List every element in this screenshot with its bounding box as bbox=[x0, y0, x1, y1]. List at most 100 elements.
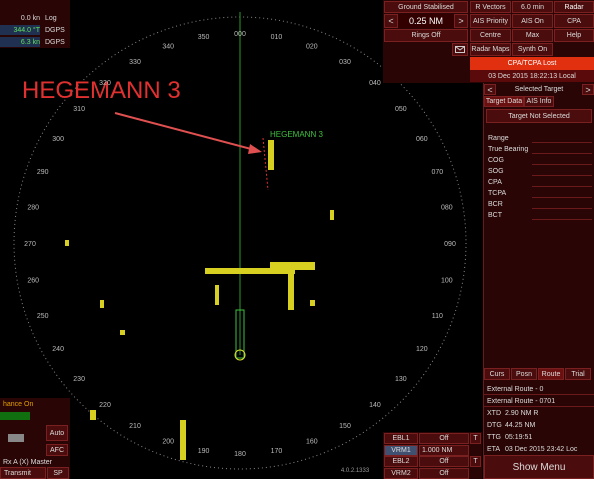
bearing-label: 290 bbox=[37, 169, 49, 176]
auto[interactable]: Auto bbox=[46, 425, 68, 441]
show-menu[interactable]: Show Menu bbox=[484, 455, 594, 479]
ais-priority[interactable]: AIS Priority bbox=[470, 14, 511, 28]
bearing-label: 170 bbox=[271, 448, 283, 455]
ebl-vrm-name: EBL1 bbox=[384, 433, 418, 444]
own-ship-position bbox=[234, 349, 246, 361]
bearing-label: 110 bbox=[432, 313, 443, 320]
ebl-vrm-name: EBL2 bbox=[384, 456, 418, 467]
ais-info-tab[interactable]: AIS Info bbox=[524, 96, 554, 107]
mode[interactable]: Radar bbox=[554, 1, 594, 13]
field-value bbox=[532, 133, 592, 143]
datetime: 03 Dec 2015 18:22:13 Local bbox=[470, 70, 594, 82]
field-label: SOG bbox=[488, 167, 504, 175]
ebl-vrm-value: Off bbox=[419, 467, 469, 479]
log-speed: 0.0 kn bbox=[20, 14, 40, 22]
prev-target[interactable]: < bbox=[484, 84, 496, 95]
field-value bbox=[532, 155, 592, 165]
radar-maps[interactable]: Radar Maps bbox=[470, 43, 511, 56]
transmit[interactable]: Transmit bbox=[0, 467, 46, 479]
field-label: True Bearing bbox=[488, 145, 529, 153]
selected-target-title: Selected Target bbox=[514, 86, 564, 93]
bearing-label: 210 bbox=[129, 423, 141, 430]
bearing-label: 310 bbox=[73, 106, 85, 113]
bearing-label: 260 bbox=[27, 277, 39, 284]
bearing-label: 160 bbox=[306, 438, 318, 445]
max[interactable]: Max bbox=[512, 29, 553, 42]
bearing-label: 200 bbox=[162, 438, 174, 445]
bearing-label: 270 bbox=[24, 241, 36, 248]
route-tab[interactable]: Route bbox=[538, 368, 564, 380]
bearing-label: 020 bbox=[306, 44, 318, 51]
ebl-vrm-name: VRM1 bbox=[384, 444, 418, 456]
heading-source: DGPS bbox=[45, 26, 65, 34]
ebl-vrm-value: Off bbox=[419, 433, 469, 444]
bearing-label: 150 bbox=[339, 423, 351, 430]
bearing-label: 100 bbox=[441, 277, 453, 284]
speed-source: DGPS bbox=[45, 38, 65, 46]
field-value bbox=[532, 210, 592, 220]
stabilisation[interactable]: Ground Stabilised bbox=[384, 1, 468, 13]
rings[interactable]: Rings Off bbox=[384, 29, 468, 42]
bearing-label: 190 bbox=[198, 448, 210, 455]
range-down[interactable]: < bbox=[384, 14, 398, 28]
bearing-label: 340 bbox=[162, 44, 174, 51]
target-data-tab[interactable]: Target Data bbox=[484, 96, 524, 107]
bearing-label: 140 bbox=[369, 402, 381, 409]
alarm[interactable]: CPA/TCPA Lost bbox=[470, 57, 594, 70]
route-tab[interactable]: Posn bbox=[511, 368, 537, 380]
annotation-arrow bbox=[114, 112, 256, 151]
bearing-label: 320 bbox=[99, 80, 111, 87]
log-source: Log bbox=[45, 14, 57, 22]
target-vector bbox=[262, 137, 269, 191]
range-up[interactable]: > bbox=[454, 14, 468, 28]
heading: 344.0 °T bbox=[0, 25, 40, 35]
bearing-label: 090 bbox=[444, 241, 456, 248]
radar-echoes bbox=[65, 140, 334, 460]
field-label: BCT bbox=[488, 211, 502, 219]
cpa[interactable]: CPA bbox=[554, 14, 594, 28]
message-icon[interactable] bbox=[452, 43, 468, 56]
version: 4.0.2.1333 bbox=[340, 468, 370, 474]
enhance[interactable]: hance On bbox=[3, 401, 34, 408]
route-tab[interactable]: Curs bbox=[484, 368, 510, 380]
field-value bbox=[532, 188, 592, 198]
route-line: External Route - 0701 bbox=[484, 396, 594, 407]
bearing-label: 180 bbox=[234, 451, 246, 458]
ebl-vrm-value: Off bbox=[419, 456, 469, 467]
route-value: 03 Dec 2015 23:42 Loc bbox=[505, 446, 578, 453]
field-value bbox=[532, 177, 592, 187]
target-status: Target Not Selected bbox=[486, 109, 592, 123]
route-key: ETA bbox=[487, 446, 501, 453]
sp[interactable]: SP bbox=[47, 467, 69, 479]
bearing-label: 010 bbox=[271, 34, 283, 41]
centre[interactable]: Centre bbox=[470, 29, 511, 42]
master: Rx A (X) Master bbox=[3, 458, 53, 466]
ais[interactable]: AIS On bbox=[512, 14, 553, 28]
afc[interactable]: AFC bbox=[46, 444, 68, 456]
bearing-label: 330 bbox=[129, 59, 141, 66]
next-target[interactable]: > bbox=[582, 84, 594, 95]
arrow-head bbox=[248, 144, 262, 154]
gain-bar bbox=[0, 412, 30, 420]
bearing-label: 250 bbox=[37, 313, 49, 320]
bearing-label: 280 bbox=[27, 205, 39, 212]
synth[interactable]: Synth On bbox=[512, 43, 553, 56]
own-ship bbox=[235, 309, 245, 359]
target-label: HEGEMANN 3 bbox=[270, 130, 323, 139]
help[interactable]: Help bbox=[554, 29, 594, 42]
range: 0.25 NM bbox=[398, 14, 454, 28]
field-value bbox=[532, 144, 592, 154]
route-tab[interactable]: Trial bbox=[565, 368, 591, 380]
vector-time[interactable]: 6.0 min bbox=[512, 1, 553, 13]
ebl-vrm-name: VRM2 bbox=[384, 467, 418, 479]
route-value: 44.25 NM bbox=[505, 422, 536, 429]
route-value: 2.90 NM R bbox=[505, 410, 539, 417]
field-value bbox=[532, 199, 592, 209]
route-key: TTG bbox=[487, 434, 501, 441]
bearing-label: 230 bbox=[73, 376, 85, 383]
field-label: BCR bbox=[488, 200, 503, 208]
bearing-label: 120 bbox=[416, 346, 428, 353]
vectors[interactable]: R Vectors bbox=[470, 1, 511, 13]
